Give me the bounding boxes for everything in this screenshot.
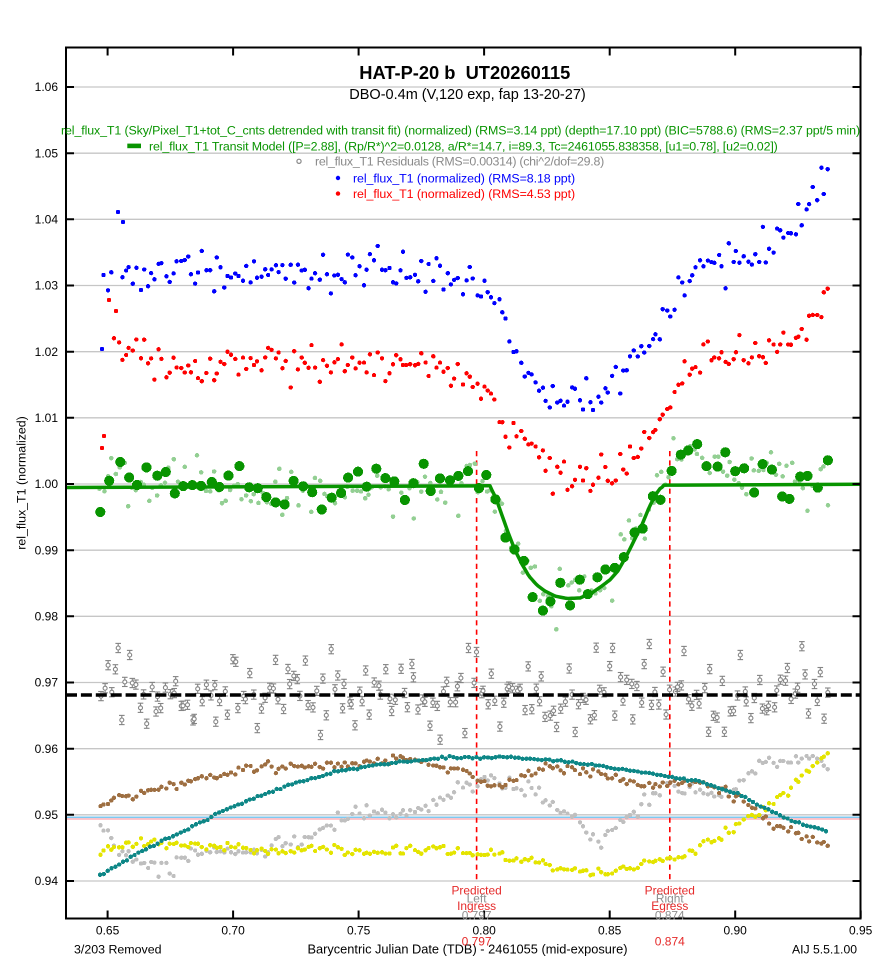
svg-text:0.95: 0.95 [849,923,873,937]
svg-text:0.874: 0.874 [655,909,685,923]
svg-text:0.797: 0.797 [462,909,492,923]
svg-text:0.95: 0.95 [35,808,59,822]
svg-text:1.04: 1.04 [35,213,59,227]
svg-text:Predicted: Predicted [451,884,501,898]
svg-text:1.00: 1.00 [35,477,59,491]
svg-text:1.03: 1.03 [35,279,59,293]
svg-text:0.65: 0.65 [96,923,120,937]
svg-text:0.85: 0.85 [598,923,622,937]
svg-text:0.70: 0.70 [221,923,245,937]
svg-text:Right: Right [656,891,684,905]
svg-text:rel_flux_T1 Residuals (RMS=0.0: rel_flux_T1 Residuals (RMS=0.00314) (chi… [315,155,604,169]
svg-text:HAT-P-20 b UT20260115: HAT-P-20 b UT20260115 [359,62,570,83]
svg-text:0.90: 0.90 [723,923,747,937]
svg-text:0.98: 0.98 [35,610,59,624]
svg-text:1.02: 1.02 [35,345,59,359]
svg-text:Barycentric Julian Date (TDB): Barycentric Julian Date (TDB) - 2461055 … [307,941,627,956]
svg-text:0.99: 0.99 [35,543,59,557]
svg-text:AIJ 5.5.1.00: AIJ 5.5.1.00 [792,942,857,956]
svg-text:rel_flux_T1 (Sky/Pixel_T1+tot_: rel_flux_T1 (Sky/Pixel_T1+tot_C_cnts det… [61,123,860,137]
svg-text:Ingress: Ingress [457,899,496,913]
svg-text:0.797: 0.797 [462,935,492,949]
svg-text:0.97: 0.97 [35,676,59,690]
svg-text:3/203 Removed: 3/203 Removed [74,942,162,956]
svg-text:rel_flux_T1 (normalized) (RMS=: rel_flux_T1 (normalized) (RMS=8.18 ppt) [353,171,575,185]
svg-text:rel_flux_T1 (normalized) (RMS=: rel_flux_T1 (normalized) (RMS=4.53 ppt) [353,187,575,201]
svg-text:Predicted: Predicted [645,884,695,898]
svg-text:rel_flux_T1 (normalized): rel_flux_T1 (normalized) [15,416,29,550]
svg-text:0.80: 0.80 [472,923,496,937]
svg-text:1.06: 1.06 [35,80,59,94]
svg-text:0.94: 0.94 [35,874,59,888]
svg-text:0.874: 0.874 [655,935,685,949]
svg-text:DBO-0.4m (V,120 exp, fap 13-20: DBO-0.4m (V,120 exp, fap 13-20-27) [349,87,585,103]
svg-text:1.05: 1.05 [35,146,59,160]
svg-text:0.75: 0.75 [347,923,371,937]
svg-text:1.01: 1.01 [35,411,59,425]
svg-text:Egress: Egress [651,899,688,913]
svg-text:Left: Left [467,891,488,905]
svg-text:0.96: 0.96 [35,742,59,756]
svg-text:rel_flux_T1 Transit Model ([P=: rel_flux_T1 Transit Model ([P=2.88], (Rp… [149,139,778,153]
